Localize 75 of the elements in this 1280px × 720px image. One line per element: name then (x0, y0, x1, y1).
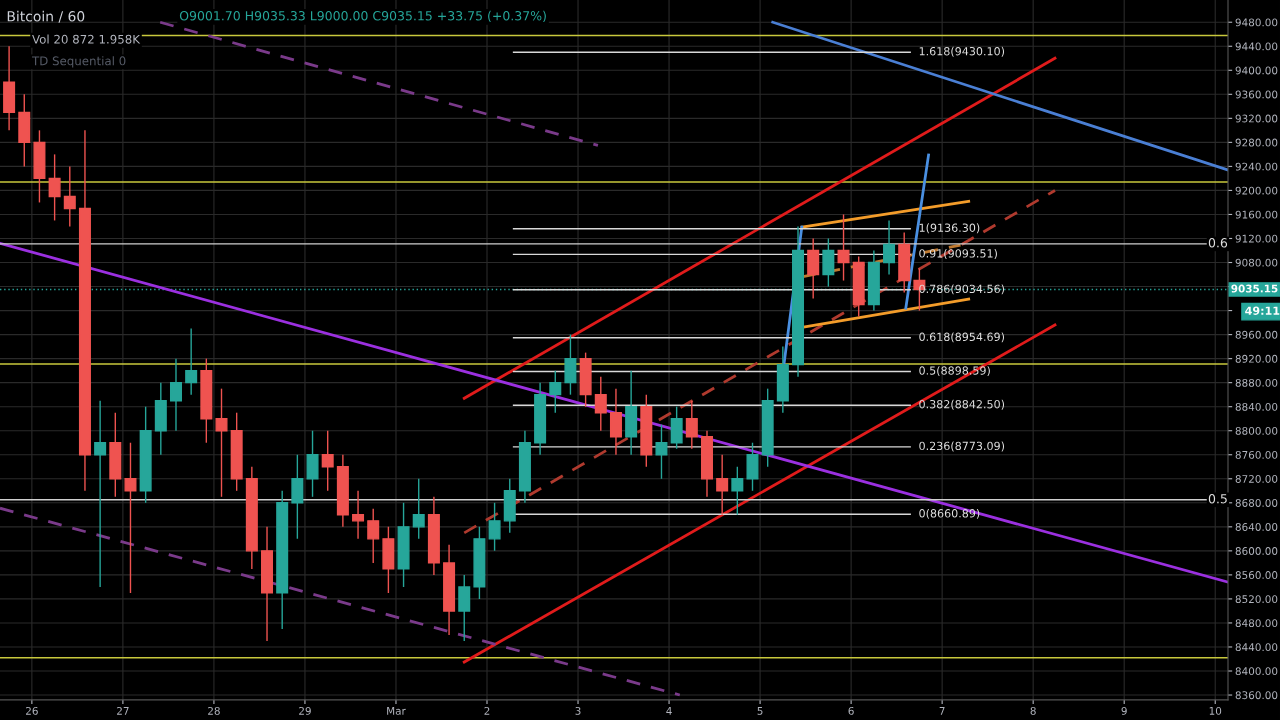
y-tick-label: 9280.00 (1235, 138, 1278, 147)
candlestick (655, 424, 668, 480)
y-tick-label: 8400.00 (1235, 667, 1278, 676)
y-tick-label: 9400.00 (1235, 66, 1278, 75)
series-label: 0.618(8954.69) (919, 332, 1005, 343)
x-tick-label: 5 (757, 707, 763, 715)
series-label: 0.382(8842.50) (919, 399, 1005, 410)
y-tick-label: 8680.00 (1235, 499, 1278, 507)
series-label: 0(8660.89) (919, 508, 980, 519)
x-tick-label: 10 (1209, 706, 1222, 715)
candlestick (716, 454, 729, 516)
annotation: Vol 20 872 1.958K (32, 34, 141, 44)
y-tick-label: 9080.00 (1235, 258, 1278, 267)
candlestick (367, 508, 380, 564)
text: 49:11 (1245, 306, 1280, 315)
y-tick-label: 9160.00 (1235, 210, 1278, 219)
series-label: 0.5 (1208, 493, 1227, 504)
series-label: 1.618(9430.10) (919, 46, 1005, 57)
y-tick-label: 8520.00 (1235, 595, 1278, 604)
text: Bitcoin / 60 (7, 10, 85, 23)
x-tick-label: 29 (299, 706, 311, 715)
x-tick-label: 7 (939, 707, 945, 715)
y-tick-label: 8880.00 (1235, 378, 1278, 387)
ref-line-label: 9035.15 (1231, 284, 1278, 293)
y-tick-label: 9120.00 (1235, 234, 1278, 243)
candlestick (488, 502, 501, 552)
series-label: 1(9136.30) (919, 223, 980, 234)
y-tick-label: 8440.00 (1235, 643, 1278, 652)
candlestick (321, 430, 334, 492)
x-tick-label: 3 (575, 706, 581, 715)
annotation: O9001.70 H9035.33 L9000.00 C9035.15 +33.75 (+0.37%) (179, 10, 546, 22)
candlestick (837, 213, 850, 282)
x-tick-label: 8 (1030, 706, 1036, 715)
y-tick-label: 9320.00 (1235, 114, 1278, 123)
y-tick-label: 9240.00 (1235, 162, 1278, 171)
y-tick-label: 9360.00 (1235, 90, 1278, 99)
y-tick-label: 8800.00 (1235, 426, 1278, 435)
candlestick (352, 490, 365, 540)
y-tick-label: 8840.00 (1235, 402, 1278, 411)
y-tick-label: 8760.00 (1235, 450, 1278, 459)
candlestick (48, 153, 61, 222)
candlestick (731, 466, 744, 516)
candlestick (549, 369, 562, 414)
y-tick-label: 9200.00 (1235, 186, 1278, 195)
series-label: 0.236(8773.09) (919, 441, 1005, 452)
candlestick (685, 399, 698, 450)
y-tick-label: 8360.00 (1235, 691, 1278, 700)
x-tick-label: Mar (387, 707, 406, 715)
x-tick-label: 2 (484, 706, 490, 715)
y-tick-label: 8720.00 (1235, 475, 1278, 483)
candlestick (63, 165, 76, 228)
candlestick (594, 375, 607, 432)
series-label: 0.6 (1208, 238, 1228, 248)
x-tick-label: 9 (1121, 706, 1127, 715)
candlestick (94, 399, 107, 588)
y-tick-label: 8640.00 (1235, 523, 1278, 531)
annotation: TD Sequential 0 (31, 56, 126, 68)
y-tick-label: 9480.00 (1235, 18, 1278, 27)
candlestick (169, 357, 182, 432)
y-tick-label: 8600.00 (1235, 547, 1278, 555)
candlestick (215, 387, 228, 498)
candlestick (883, 219, 896, 276)
candlestick (124, 442, 137, 594)
y-tick-label: 8920.00 (1235, 354, 1278, 363)
x-tick-label: 27 (117, 706, 129, 715)
x-tick-label: 4 (666, 707, 672, 715)
x-tick-label: 26 (26, 706, 38, 715)
y-tick-label: 8480.00 (1235, 619, 1278, 628)
y-tick-label: 9440.00 (1235, 42, 1278, 51)
x-tick-label: 6 (848, 706, 854, 715)
x-tick-label: 28 (208, 706, 220, 715)
candlestick (185, 327, 198, 396)
y-tick-label: 8960.00 (1235, 330, 1278, 339)
y-tick-label: 8560.00 (1235, 571, 1278, 579)
candlestick (412, 478, 425, 540)
